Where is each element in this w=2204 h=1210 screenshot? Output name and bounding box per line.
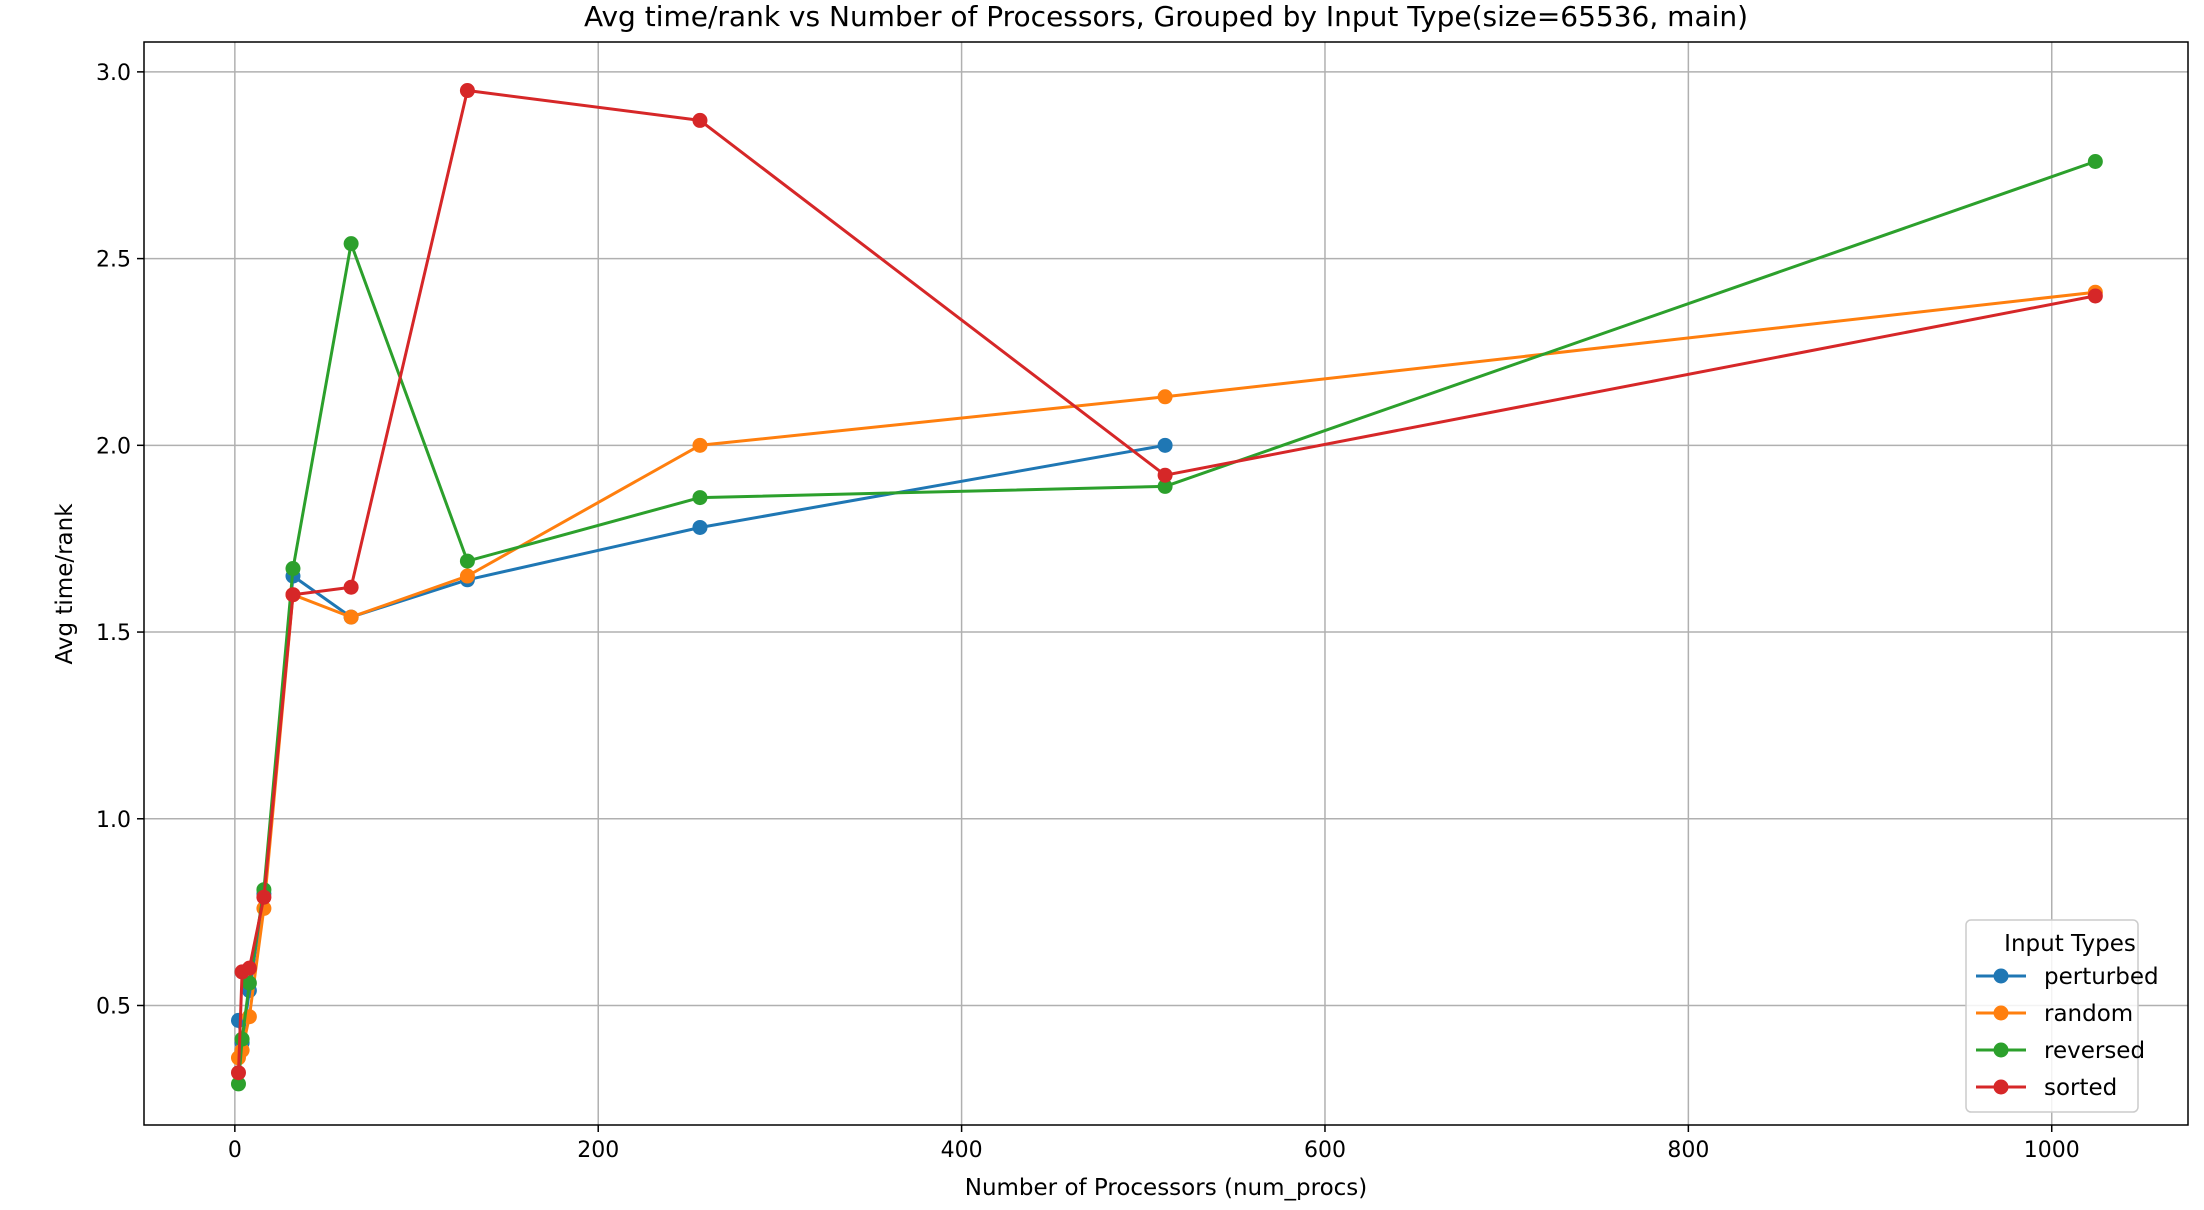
y-axis-label: Avg time/rank bbox=[52, 503, 78, 665]
data-point-random bbox=[1157, 389, 1173, 405]
series-perturbed bbox=[230, 437, 1173, 1051]
x-tick-label: 800 bbox=[1667, 1138, 1709, 1163]
legend: Input Types perturbed random reversed sorte… bbox=[1965, 919, 2159, 1113]
series-line-reversed bbox=[237, 160, 2096, 1085]
data-point-reversed bbox=[459, 553, 475, 569]
data-point-sorted bbox=[1157, 467, 1173, 483]
data-point-random bbox=[692, 437, 708, 453]
chart-title: Avg time/rank vs Number of Processors, G… bbox=[584, 0, 1748, 33]
legend-entry-perturbed: perturbed bbox=[1976, 964, 2159, 990]
legend-title: Input Types bbox=[2004, 931, 2136, 957]
tick-layer: 0 200 400 600 800 1000 0.5 1.0 1.5 2.0 2.5 3.0 bbox=[96, 61, 2080, 1163]
legend-swatch-marker bbox=[1993, 1042, 2009, 1058]
legend-entry-reversed: reversed bbox=[1976, 1038, 2145, 1064]
legend-entry-random: random bbox=[1976, 1001, 2133, 1027]
data-point-sorted bbox=[285, 587, 301, 603]
legend-label: random bbox=[2044, 1001, 2133, 1027]
data-point-reversed bbox=[230, 1076, 246, 1092]
x-tick-label: 200 bbox=[577, 1138, 619, 1163]
data-point-reversed bbox=[234, 1031, 250, 1047]
x-axis-label: Number of Processors (num_procs) bbox=[965, 1175, 1368, 1201]
legend-box bbox=[1965, 919, 2139, 1113]
series-line-random bbox=[237, 290, 2096, 1059]
legend-label: reversed bbox=[2044, 1038, 2145, 1064]
data-point-sorted bbox=[230, 1065, 246, 1081]
data-point-reversed bbox=[343, 236, 359, 252]
data-point-random bbox=[343, 609, 359, 625]
series-line-perturbed bbox=[237, 443, 1166, 1045]
series-random bbox=[230, 284, 2103, 1066]
legend-swatch-marker bbox=[1993, 1005, 2009, 1021]
y-tick-label: 0.5 bbox=[96, 994, 131, 1019]
y-tick-label: 2.5 bbox=[96, 248, 131, 273]
series-line-sorted bbox=[237, 89, 2096, 1073]
legend-swatch-marker bbox=[1993, 1079, 2009, 1095]
legend-entry-sorted: sorted bbox=[1976, 1075, 2117, 1101]
legend-swatch-marker bbox=[1993, 968, 2009, 984]
data-point-reversed bbox=[1157, 478, 1173, 494]
data-point-sorted bbox=[2087, 288, 2103, 304]
data-point-perturbed bbox=[692, 519, 708, 535]
y-tick-label: 2.0 bbox=[96, 434, 131, 459]
data-point-sorted bbox=[343, 579, 359, 595]
data-point-reversed bbox=[2087, 154, 2103, 170]
data-point-random bbox=[459, 568, 475, 584]
data-point-reversed bbox=[285, 561, 301, 577]
data-point-sorted bbox=[256, 889, 272, 905]
y-tick-label: 1.5 bbox=[96, 621, 131, 646]
data-point-perturbed bbox=[1157, 437, 1173, 453]
legend-label: perturbed bbox=[2044, 964, 2159, 990]
y-tick-label: 3.0 bbox=[96, 61, 131, 86]
legend-entries: perturbed random reversed sorted bbox=[1976, 964, 2159, 1101]
series-sorted bbox=[230, 83, 2103, 1081]
x-tick-label: 400 bbox=[941, 1138, 983, 1163]
data-point-sorted bbox=[692, 112, 708, 128]
data-point-reversed bbox=[241, 975, 257, 991]
plot-frame bbox=[143, 41, 2189, 1126]
grid-layer bbox=[144, 42, 2188, 1125]
data-point-sorted bbox=[459, 83, 475, 99]
data-point-reversed bbox=[692, 490, 708, 506]
x-tick-label: 600 bbox=[1304, 1138, 1346, 1163]
series-layer bbox=[230, 83, 2103, 1092]
x-tick-label: 0 bbox=[228, 1138, 242, 1163]
y-tick-label: 1.0 bbox=[96, 808, 131, 833]
data-point-sorted bbox=[241, 960, 257, 976]
series-reversed bbox=[230, 154, 2103, 1092]
legend-label: sorted bbox=[2044, 1075, 2117, 1101]
x-tick-label: 1000 bbox=[2024, 1138, 2080, 1163]
